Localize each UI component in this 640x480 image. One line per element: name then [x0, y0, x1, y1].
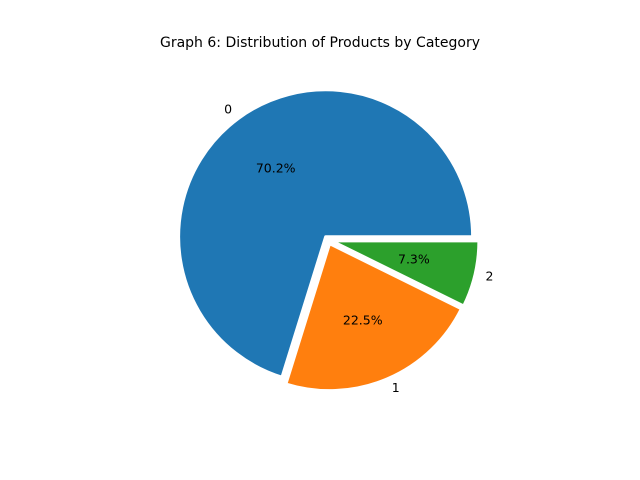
pie-slice-1 [284, 242, 463, 393]
pie-slice-2 [330, 239, 481, 308]
slice-percent-label: 22.5% [343, 313, 383, 328]
slice-percent-label: 70.2% [256, 160, 296, 175]
slice-category-label: 0 [224, 101, 232, 116]
pie-slices [177, 88, 481, 393]
slice-category-label: 2 [485, 268, 493, 283]
chart-title: Graph 6: Distribution of Products by Cat… [159, 35, 480, 51]
pie-labels: 0 70.2% 1 22.5% 2 7.3% [224, 101, 493, 395]
pie-slice-0 [177, 88, 475, 379]
slice-category-label: 1 [392, 380, 400, 395]
slice-percent-label: 7.3% [398, 252, 430, 267]
